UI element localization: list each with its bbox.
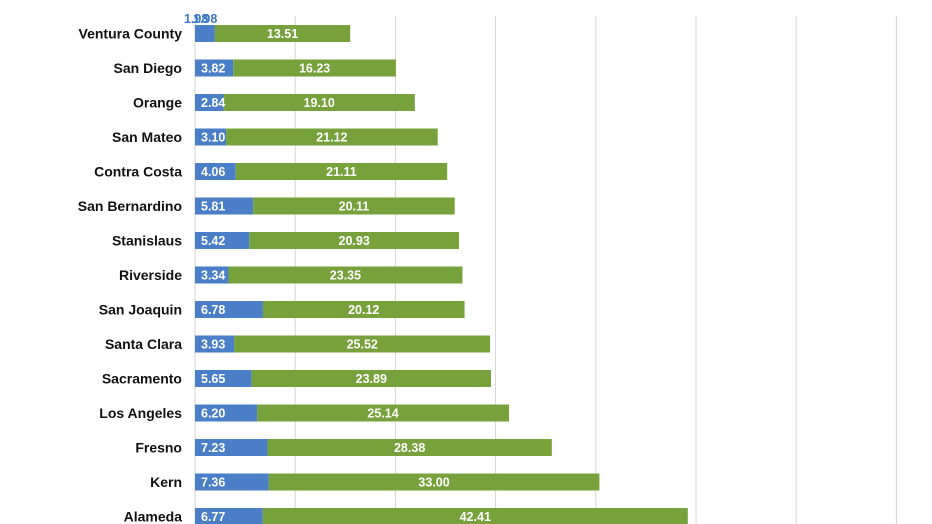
value-label-series2: 21.11 [326,165,357,179]
bar-series1 [195,508,263,524]
value-label-series1: 7.23 [201,441,225,455]
value-label-series2: 20.12 [348,303,379,317]
value-label-series1: 6.77 [201,510,225,524]
bar-series1 [195,197,254,215]
category-label: San Diego [114,60,182,76]
bar-series2 [235,163,448,180]
category-label: Sacramento [102,371,182,387]
category-label: Fresno [135,440,182,456]
category-label: Los Angeles [99,405,182,421]
value-label-series2: 20.11 [339,200,370,214]
value-label-series2: 42.41 [460,510,491,524]
bar-series2 [267,439,552,456]
value-label-series2: 33.00 [418,476,449,490]
category-label: Ventura County [79,26,183,42]
value-label-series2: 25.52 [347,338,378,352]
category-label: Riverside [119,267,182,283]
bar-series1 [195,335,235,353]
bar-series2 [262,301,465,318]
bar-series2 [234,335,491,353]
value-label-series1-overlap: 1.98 [193,12,217,26]
value-label-series1: 5.65 [201,372,225,386]
bar-series1 [195,473,269,491]
bar-series1 [195,404,258,422]
value-label-series1: 6.78 [201,303,225,317]
bar-series1 [195,266,229,284]
bar-series1 [195,25,215,42]
bar-series1 [195,128,227,146]
value-label-series2: 23.89 [356,372,387,386]
value-label-series1: 3.10 [201,131,225,145]
category-label: San Bernardino [78,198,182,214]
value-label-series1: 3.93 [201,338,225,352]
value-label-series2: 28.38 [394,441,425,455]
value-label-series2: 19.10 [304,96,335,110]
bar-series1 [195,439,268,456]
category-label: San Mateo [112,129,182,145]
value-label-series2: 23.35 [330,269,361,283]
bar-series2 [223,94,415,111]
bar-series2 [262,508,688,524]
bar-series2 [251,370,491,387]
value-label-series1: 5.81 [201,200,225,214]
category-label: Santa Clara [105,336,182,352]
bar-series1 [195,94,224,111]
bar-series1 [195,301,263,318]
bar-series2 [233,59,396,77]
value-label-series1: 6.20 [201,407,225,421]
bar-series2 [249,232,460,249]
bar-series2 [253,197,455,215]
value-label-series1: 4.06 [201,165,225,179]
category-label: Stanislaus [112,233,182,249]
value-label-series2: 25.14 [367,407,398,421]
value-label-series1: 7.36 [201,476,225,490]
value-label-series2: 16.23 [299,62,330,76]
bar-series1 [195,59,234,77]
category-label: Kern [150,474,182,490]
value-label-series1: 3.34 [201,269,225,283]
value-label-series2: 21.12 [316,131,347,145]
bar-series1 [195,163,236,180]
bar-series2 [226,128,438,146]
bars [195,25,688,524]
value-label-series1: 2.84 [201,96,225,110]
value-label-series1: 3.82 [201,62,225,76]
value-label-series1: 5.42 [201,234,225,248]
category-label: San Joaquin [99,302,182,318]
category-label: Contra Costa [94,164,182,180]
value-label-series2: 20.93 [339,234,370,248]
bar-series2 [214,25,351,42]
bar-series2 [268,473,600,491]
bar-series2 [257,404,510,422]
value-label-series2: 13.51 [267,27,298,41]
bar-series1 [195,232,250,249]
bar-series2 [228,266,463,284]
bar-series1 [195,370,252,387]
value-label-series1: 1.98 [184,12,208,26]
category-label: Alameda [124,509,183,524]
category-label: Orange [133,95,182,111]
